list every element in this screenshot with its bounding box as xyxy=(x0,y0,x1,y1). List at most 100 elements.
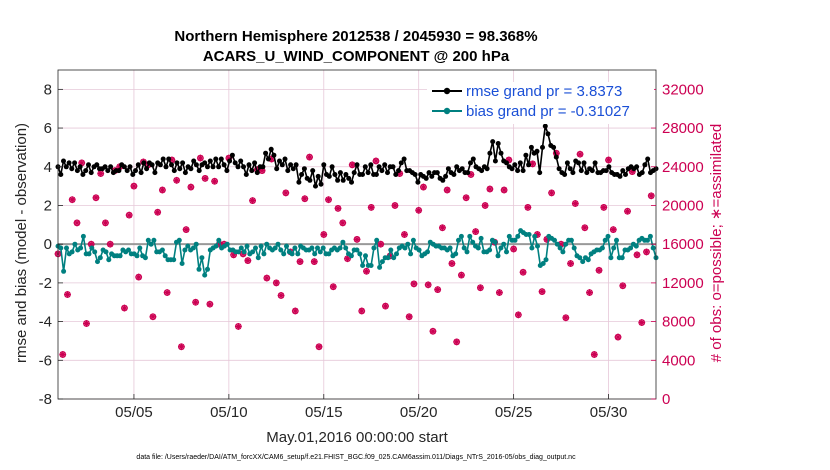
bias-point xyxy=(504,249,509,255)
rmse-point xyxy=(277,158,282,164)
rmse-point xyxy=(210,164,216,170)
bias-point xyxy=(162,253,168,259)
rmse-point xyxy=(509,166,515,172)
obs-assimilated-point xyxy=(638,319,646,326)
obs-assimilated-point xyxy=(529,160,537,168)
bias-point xyxy=(340,239,346,245)
obs-assimilated-point xyxy=(424,281,432,289)
bias-point xyxy=(495,253,501,259)
bias-point xyxy=(515,233,521,239)
bias-point xyxy=(275,241,281,247)
rmse-point xyxy=(80,172,86,177)
x-tick-label: 05/25 xyxy=(495,404,533,421)
bias-point xyxy=(388,247,394,253)
obs-assimilated-point xyxy=(372,157,380,165)
bias-point xyxy=(315,245,320,251)
rmse-point xyxy=(440,177,446,183)
bias-point xyxy=(278,247,284,253)
rmse-point xyxy=(346,175,352,181)
bias-point xyxy=(134,253,140,259)
bias-point xyxy=(69,249,75,255)
rmse-point xyxy=(540,144,545,150)
bias-point xyxy=(205,266,210,272)
bias-point xyxy=(557,245,563,251)
y2-tick-label: 8000 xyxy=(662,314,695,331)
obs-assimilated-point xyxy=(315,343,323,351)
obs-assimilated-point xyxy=(439,224,446,232)
bias-point xyxy=(554,241,560,247)
rmse-point xyxy=(133,168,138,174)
rmse-point xyxy=(177,166,183,172)
bias-point xyxy=(159,247,165,253)
rmse-point xyxy=(534,148,540,154)
bias-point xyxy=(236,249,241,255)
bias-point xyxy=(614,237,619,243)
rmse-point xyxy=(188,166,194,172)
bias-point xyxy=(61,268,67,274)
rmse-point xyxy=(465,170,471,176)
rmse-point xyxy=(592,160,598,166)
rmse-point xyxy=(426,170,432,176)
bias-point xyxy=(394,251,399,257)
rmse-point xyxy=(537,170,543,176)
rmse-point xyxy=(645,156,651,162)
rmse-point xyxy=(512,162,518,168)
rmse-point xyxy=(191,158,197,164)
rmse-point xyxy=(288,162,294,168)
rmse-point xyxy=(135,162,141,168)
obs-assimilated-point xyxy=(548,189,555,197)
obs-assimilated-point xyxy=(59,351,67,358)
x-tick-label: 05/15 xyxy=(305,404,343,421)
rmse-point xyxy=(293,162,299,168)
legend-rmse-label: rmse grand pr = 3.8373 xyxy=(466,83,622,100)
bias-point xyxy=(312,251,318,257)
y-tick-label: 0 xyxy=(44,236,52,253)
rmse-point xyxy=(351,170,357,176)
obs-assimilated-point xyxy=(206,300,214,308)
bias-point xyxy=(216,237,222,243)
obs-assimilated-point xyxy=(533,231,541,238)
bias-point xyxy=(650,245,656,251)
data-file-footnote: data file: /Users/raeder/DAI/ATM_forcXX/… xyxy=(136,454,576,461)
rmse-point xyxy=(202,160,208,166)
bias-point xyxy=(103,249,109,255)
y2-tick-label: 0 xyxy=(662,391,670,408)
obs-assimilated-point xyxy=(495,289,503,296)
y-tick-label: -6 xyxy=(39,352,52,369)
bias-point xyxy=(425,249,430,255)
obs-assimilated-point xyxy=(552,149,560,157)
rmse-point xyxy=(290,166,296,172)
rmse-point xyxy=(526,162,532,168)
obs-assimilated-point xyxy=(467,171,475,178)
bias-point xyxy=(289,251,295,257)
rmse-point xyxy=(620,168,626,174)
rmse-point xyxy=(160,156,166,162)
rmse-point xyxy=(213,156,219,162)
rmse-point xyxy=(495,141,501,146)
obs-assimilated-point xyxy=(562,314,570,322)
obs-assimilated-point xyxy=(647,192,655,200)
rmse-point xyxy=(562,172,568,177)
legend-bias-label: bias grand pr = -0.31027 xyxy=(466,103,630,120)
obs-assimilated-point xyxy=(462,194,470,202)
obs-assimilated-point xyxy=(78,159,86,167)
y2-tick-label: 16000 xyxy=(662,236,704,253)
bias-point xyxy=(605,233,611,239)
rmse-point xyxy=(130,172,136,177)
bias-point xyxy=(348,253,354,259)
obs-assimilated-point xyxy=(272,279,280,287)
obs-assimilated-point xyxy=(581,224,589,232)
bias-point xyxy=(264,241,270,247)
chart-subtitle: ACARS_U_WIND_COMPONENT @ 200 hPa xyxy=(203,48,510,65)
rmse-point xyxy=(94,162,100,168)
obs-assimilated-point xyxy=(154,208,162,216)
bias-point xyxy=(95,259,100,265)
obs-assimilated-point xyxy=(543,235,551,243)
rmse-point xyxy=(401,156,407,162)
rmse-point xyxy=(454,164,460,170)
bias-point xyxy=(611,245,617,251)
bias-point xyxy=(498,245,504,251)
obs-assimilated-point xyxy=(643,248,650,256)
bias-point xyxy=(602,237,608,243)
y-tick-label: 4 xyxy=(44,159,52,176)
